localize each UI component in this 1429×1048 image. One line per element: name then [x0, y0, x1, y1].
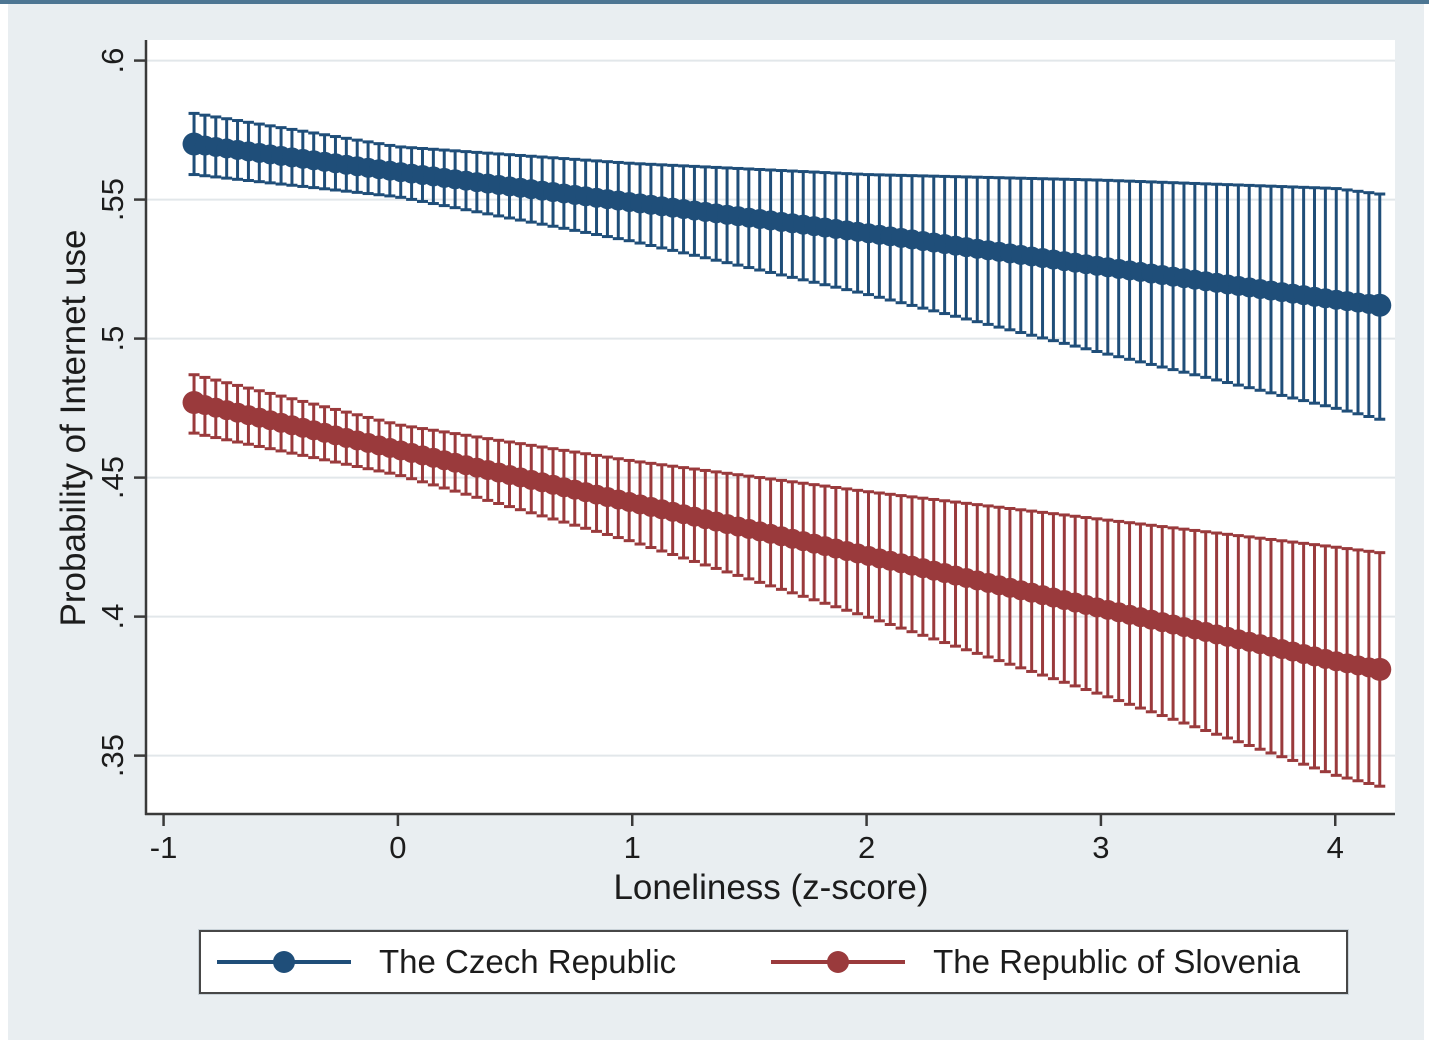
legend-label: The Republic of Slovenia	[933, 943, 1300, 980]
svg-text:.35: .35	[95, 734, 130, 777]
legend-swatch-line-marker	[217, 951, 351, 973]
svg-text:.4: .4	[95, 604, 130, 630]
point-markers	[182, 391, 1392, 681]
svg-text:3: 3	[1092, 830, 1109, 865]
y-tick-labels: .6 .55 .5 .45 .4 .35	[95, 48, 130, 778]
svg-text:2: 2	[858, 830, 875, 865]
x-tick-labels: -1 0 1 2 3 4	[150, 830, 1344, 865]
series-the-republic-of-slovenia	[182, 373, 1392, 788]
svg-text:.55: .55	[95, 178, 130, 221]
svg-text:.45: .45	[95, 456, 130, 499]
svg-text:.5: .5	[95, 326, 130, 352]
svg-text:-1: -1	[150, 830, 178, 865]
legend-entry-czech-republic: The Czech Republic	[215, 943, 676, 981]
legend-label: The Czech Republic	[379, 943, 677, 980]
legend-box: The Czech Republic The Republic of Slove…	[199, 930, 1348, 994]
svg-text:0: 0	[389, 830, 406, 865]
svg-text:1: 1	[624, 830, 641, 865]
point-markers	[182, 132, 1392, 317]
series-the-czech-republic	[182, 111, 1392, 421]
axes	[134, 40, 1395, 826]
svg-text:.6: .6	[95, 48, 130, 74]
y-axis-title: Probability of Internet use	[54, 229, 93, 627]
svg-text:4: 4	[1327, 830, 1344, 865]
legend-swatch-line-marker	[771, 951, 906, 973]
top-border-line	[0, 0, 1429, 4]
legend-entry-republic-of-slovenia: The Republic of Slovenia	[769, 943, 1300, 981]
x-axis-title: Loneliness (z-score)	[613, 868, 929, 907]
